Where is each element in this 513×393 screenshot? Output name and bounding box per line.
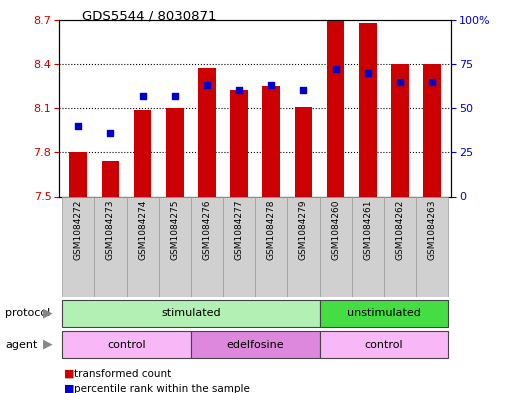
FancyBboxPatch shape: [191, 331, 320, 358]
Bar: [359, 22, 377, 196]
Point: [267, 82, 275, 88]
Text: ▶: ▶: [43, 306, 52, 319]
Text: unstimulated: unstimulated: [347, 309, 421, 318]
Text: percentile rank within the sample: percentile rank within the sample: [74, 384, 250, 393]
Point: [171, 93, 179, 99]
Text: transformed count: transformed count: [74, 369, 172, 379]
FancyBboxPatch shape: [191, 196, 223, 297]
Bar: [134, 110, 151, 196]
Text: GSM1084263: GSM1084263: [428, 200, 437, 260]
Text: GSM1084276: GSM1084276: [203, 200, 211, 260]
Point: [300, 87, 308, 94]
Point: [331, 66, 340, 72]
Bar: [294, 107, 312, 196]
FancyBboxPatch shape: [320, 331, 448, 358]
Text: control: control: [365, 340, 403, 350]
Text: stimulated: stimulated: [161, 309, 221, 318]
FancyBboxPatch shape: [416, 196, 448, 297]
Text: agent: agent: [5, 340, 37, 350]
FancyBboxPatch shape: [159, 196, 191, 297]
Bar: [69, 152, 87, 196]
Bar: [327, 20, 345, 196]
Text: GSM1084275: GSM1084275: [170, 200, 180, 260]
Bar: [102, 161, 120, 196]
Bar: [166, 108, 184, 196]
Text: GSM1084262: GSM1084262: [396, 200, 404, 260]
Point: [396, 79, 404, 85]
Text: ■: ■: [64, 369, 74, 379]
Text: ■: ■: [64, 384, 74, 393]
FancyBboxPatch shape: [62, 331, 191, 358]
Text: edelfosine: edelfosine: [226, 340, 284, 350]
FancyBboxPatch shape: [287, 196, 320, 297]
Bar: [198, 68, 216, 196]
Text: GDS5544 / 8030871: GDS5544 / 8030871: [82, 10, 216, 23]
Point: [74, 123, 83, 129]
FancyBboxPatch shape: [223, 196, 255, 297]
Point: [364, 70, 372, 76]
Text: GSM1084278: GSM1084278: [267, 200, 276, 260]
Bar: [423, 64, 441, 196]
FancyBboxPatch shape: [62, 196, 94, 297]
Text: control: control: [107, 340, 146, 350]
FancyBboxPatch shape: [62, 300, 320, 327]
Text: GSM1084261: GSM1084261: [363, 200, 372, 260]
Text: GSM1084277: GSM1084277: [234, 200, 244, 260]
FancyBboxPatch shape: [127, 196, 159, 297]
Bar: [230, 90, 248, 196]
Text: ▶: ▶: [43, 338, 52, 351]
FancyBboxPatch shape: [94, 196, 127, 297]
Text: GSM1084274: GSM1084274: [138, 200, 147, 260]
Point: [106, 130, 114, 136]
Point: [428, 79, 436, 85]
FancyBboxPatch shape: [352, 196, 384, 297]
Point: [235, 87, 243, 94]
Text: GSM1084260: GSM1084260: [331, 200, 340, 260]
Text: protocol: protocol: [5, 309, 50, 318]
Text: GSM1084272: GSM1084272: [74, 200, 83, 260]
FancyBboxPatch shape: [384, 196, 416, 297]
Point: [139, 93, 147, 99]
Text: GSM1084279: GSM1084279: [299, 200, 308, 260]
Bar: [263, 86, 280, 196]
FancyBboxPatch shape: [320, 196, 352, 297]
Text: GSM1084273: GSM1084273: [106, 200, 115, 260]
FancyBboxPatch shape: [255, 196, 287, 297]
Point: [203, 82, 211, 88]
FancyBboxPatch shape: [320, 300, 448, 327]
Bar: [391, 64, 409, 196]
